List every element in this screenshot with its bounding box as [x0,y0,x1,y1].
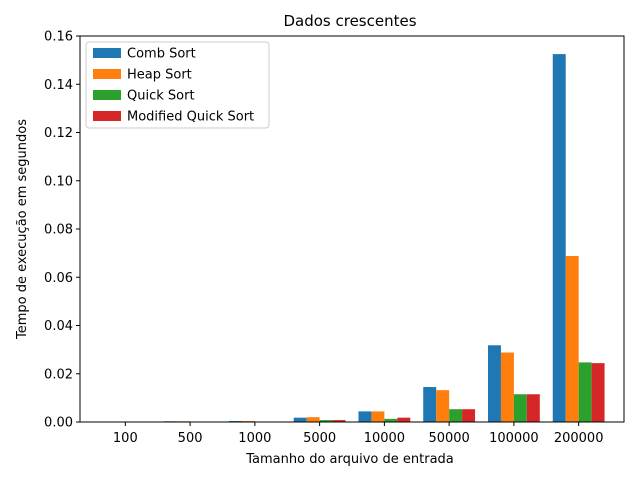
bar-modified-quick-sort-50000 [462,409,475,422]
y-tick-label: 0.06 [44,271,73,286]
y-tick-label: 0.02 [44,367,73,382]
bar-quick-sort-100000 [514,394,527,422]
y-tick-label: 0.16 [44,30,73,45]
x-tick-label: 100000 [489,431,539,446]
y-tick-label: 0.12 [44,126,73,141]
bar-comb-sort-5000 [294,418,307,422]
y-tick-label: 0.04 [44,319,73,334]
legend-label-modified-quick-sort: Modified Quick Sort [127,110,254,125]
y-tick-label: 0.14 [44,78,73,93]
bar-heap-sort-200000 [566,256,579,422]
bar-comb-sort-50000 [423,387,436,422]
x-tick-label: 5000 [303,431,336,446]
legend: Comb Sort Heap Sort Quick Sort Modified Qui… [86,42,269,128]
bar-comb-sort-100000 [488,345,501,422]
legend-swatch-quick-sort [93,90,121,100]
legend-swatch-heap-sort [93,69,121,79]
x-tick-label: 500 [178,431,203,446]
y-axis-label: Tempo de execução em segundos [15,119,30,340]
bar-heap-sort-50000 [436,390,449,422]
bar-heap-sort-10000 [371,411,384,422]
bar-quick-sort-200000 [579,362,592,422]
y-tick-label: 0.00 [44,416,73,431]
x-tick-label: 100 [113,431,138,446]
y-tick-label: 0.10 [44,174,73,189]
bar-comb-sort-10000 [358,411,371,422]
y-axis: 0.00 0.02 0.04 0.06 0.08 0.10 0.12 0.14 0.16 [44,30,80,431]
y-tick-label: 0.08 [44,223,73,238]
legend-swatch-modified-quick-sort [93,111,121,121]
bar-quick-sort-50000 [449,409,462,422]
legend-swatch-comb-sort [93,48,121,58]
legend-label-comb-sort: Comb Sort [127,47,196,62]
bar-modified-quick-sort-200000 [592,363,605,422]
legend-label-heap-sort: Heap Sort [127,68,192,83]
x-tick-label: 50000 [428,431,469,446]
bar-heap-sort-5000 [307,417,320,422]
x-tick-label: 10000 [364,431,405,446]
x-axis: 100 500 1000 5000 10000 50000 100000 200000 [113,422,604,446]
chart-title: Dados crescentes [283,12,416,30]
bar-comb-sort-200000 [553,54,566,422]
bar-modified-quick-sort-10000 [397,418,410,422]
x-tick-label: 200000 [554,431,604,446]
legend-label-quick-sort: Quick Sort [127,89,195,104]
bar-heap-sort-100000 [501,353,514,422]
x-tick-label: 1000 [238,431,271,446]
bar-modified-quick-sort-100000 [527,394,540,422]
x-axis-label: Tamanho do arquivo de entrada [245,452,454,467]
